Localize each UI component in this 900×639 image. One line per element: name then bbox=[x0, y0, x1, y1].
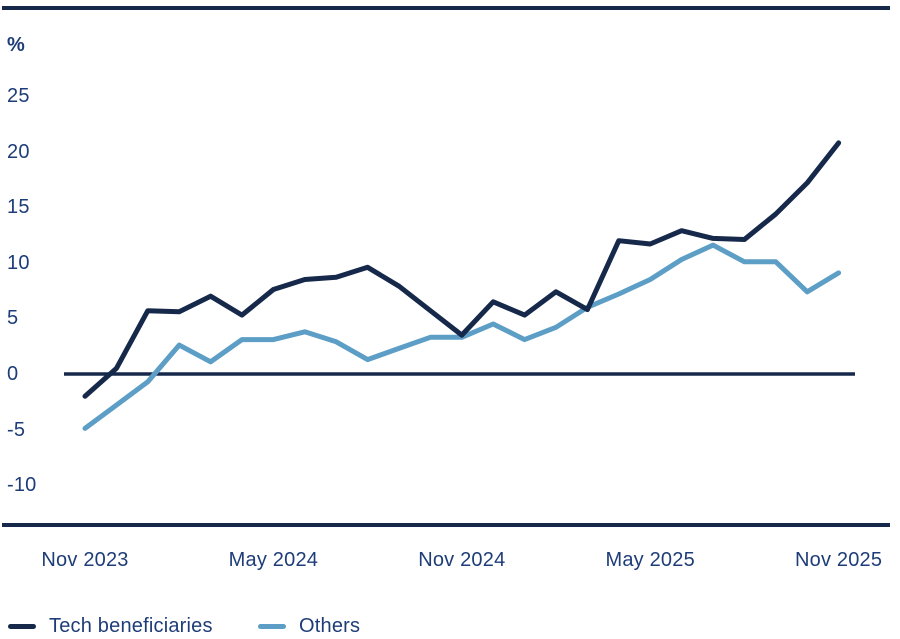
x-axis-label-may-2025: May 2025 bbox=[605, 549, 695, 571]
y-axis-label-10: 10 bbox=[7, 251, 30, 274]
y-axis-label--10: -10 bbox=[7, 474, 37, 497]
x-axis-label-nov-2025: Nov 2025 bbox=[794, 549, 883, 571]
x-axis-label-nov-2024: Nov 2024 bbox=[418, 549, 506, 571]
y-axis-label-0: 0 bbox=[7, 363, 19, 385]
y-axis-label-25: 25 bbox=[7, 85, 30, 108]
y-axis-label-15: 15 bbox=[7, 196, 30, 219]
y-axis-unit-label: % bbox=[7, 34, 25, 56]
legend-label-tech-beneficiaries: Tech beneficiaries bbox=[49, 615, 213, 637]
y-axis-label--5: -5 bbox=[7, 418, 26, 441]
legend-item-others: Others bbox=[258, 614, 360, 639]
series-line-tech-beneficiaries bbox=[82, 140, 842, 399]
legend-label-others: Others bbox=[299, 615, 361, 637]
y-axis-label-20: 20 bbox=[7, 140, 30, 163]
legend-swatch-tech-beneficiaries bbox=[8, 624, 36, 629]
legend-swatch-others bbox=[258, 624, 286, 629]
x-axis-label-may-2024: May 2024 bbox=[228, 549, 319, 571]
x-axis-label-nov-2023: Nov 2023 bbox=[41, 549, 129, 571]
legend-item-tech-beneficiaries: Tech beneficiaries bbox=[8, 614, 213, 639]
y-axis-label-5: 5 bbox=[7, 307, 19, 330]
